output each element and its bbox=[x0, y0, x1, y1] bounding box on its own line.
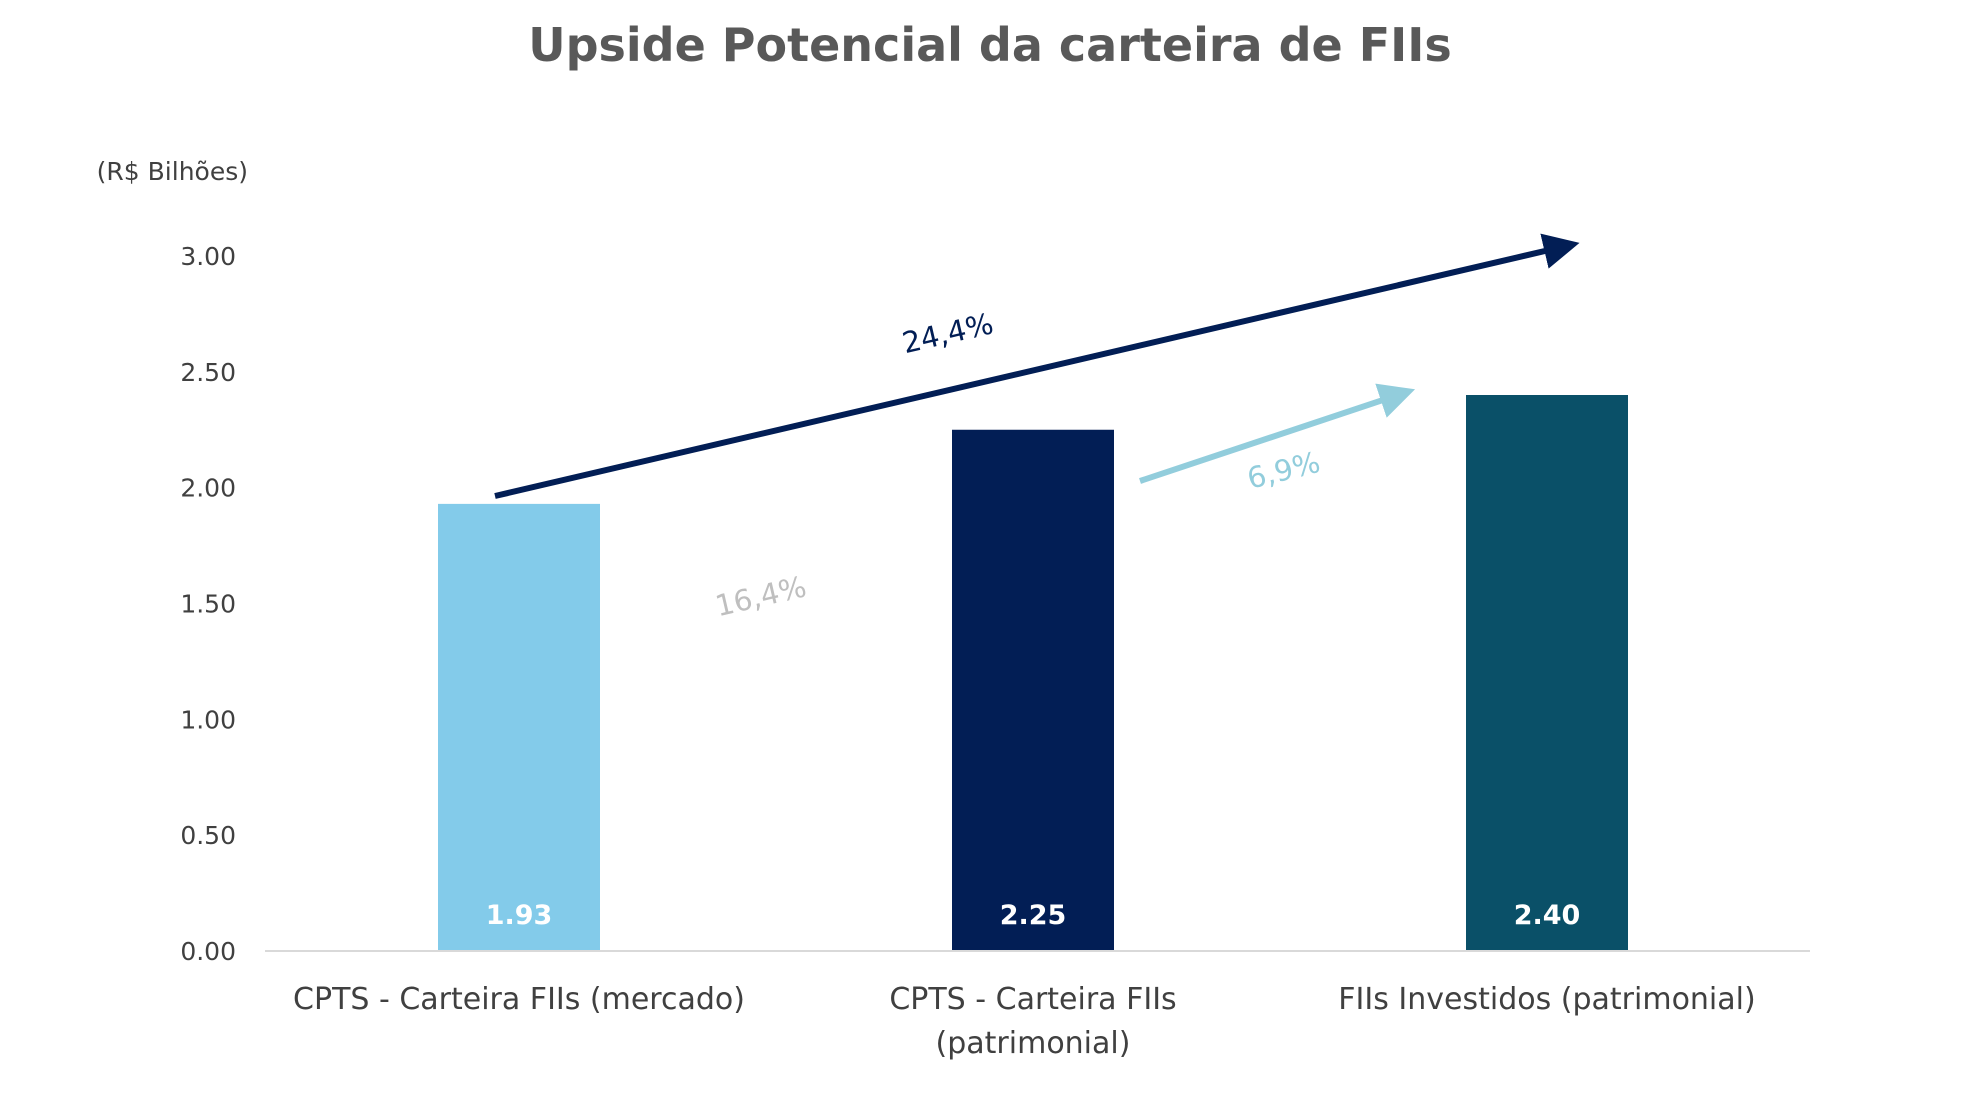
y-axis-unit-label: (R$ Bilhões) bbox=[97, 157, 248, 186]
bar-value-label: 1.93 bbox=[486, 900, 553, 931]
y-tick-label: 2.50 bbox=[180, 358, 236, 387]
y-tick-label: 3.00 bbox=[180, 242, 236, 271]
growth-arrow-small bbox=[1139, 383, 1416, 484]
x-category-label: (patrimonial) bbox=[936, 1026, 1131, 1061]
bar bbox=[952, 429, 1114, 951]
y-tick-label: 1.00 bbox=[180, 705, 236, 734]
y-tick-label: 2.00 bbox=[180, 474, 236, 503]
y-tick-label: 0.50 bbox=[180, 821, 236, 850]
bar bbox=[1466, 395, 1628, 951]
growth-annotation-label: 16,4% bbox=[712, 569, 809, 623]
growth-arrow-total bbox=[494, 233, 1580, 499]
x-category-label: CPTS - Carteira FIIs (mercado) bbox=[293, 982, 745, 1017]
x-category-label: FIIs Investidos (patrimonial) bbox=[1338, 982, 1755, 1017]
chart-title: Upside Potencial da carteira de FIIs bbox=[528, 18, 1452, 72]
bar bbox=[438, 503, 600, 951]
growth-annotation-label: 6,9% bbox=[1244, 445, 1324, 496]
growth-annotation-label: 24,4% bbox=[899, 306, 996, 360]
y-tick-label: 1.50 bbox=[180, 590, 236, 619]
x-category-label: CPTS - Carteira FIIs bbox=[889, 982, 1176, 1017]
y-tick-label: 0.00 bbox=[180, 937, 236, 966]
bar-value-label: 2.25 bbox=[1000, 900, 1067, 931]
bar-value-label: 2.40 bbox=[1514, 900, 1581, 931]
